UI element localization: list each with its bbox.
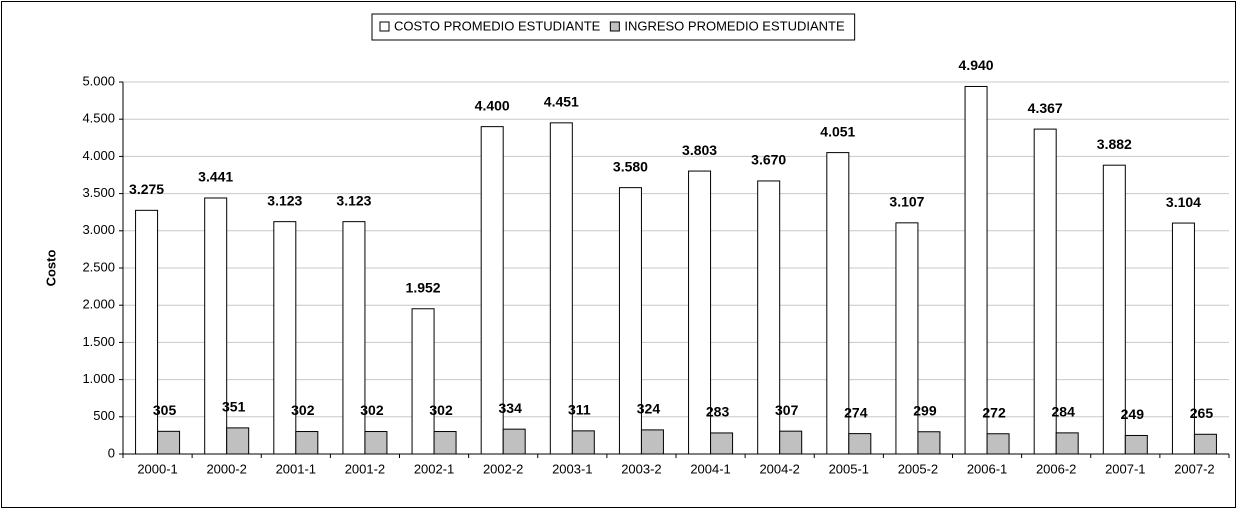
x-tick-label: 2001-2 (345, 461, 385, 476)
bar (848, 433, 872, 455)
bar (571, 430, 595, 455)
x-tick-label: 2000-1 (137, 461, 177, 476)
value-label: 4.940 (959, 57, 994, 73)
y-axis-title: Costo (43, 250, 58, 287)
bar (688, 170, 712, 455)
value-label: 302 (429, 402, 453, 418)
value-label: 284 (1052, 404, 1076, 420)
value-label: 299 (913, 402, 937, 418)
x-tick-label: 2004-2 (759, 461, 799, 476)
bar (204, 197, 228, 455)
y-tick-label: 1.500 (82, 334, 115, 349)
value-label: 3.107 (889, 194, 924, 210)
value-label: 324 (637, 401, 661, 417)
bar (1124, 434, 1148, 455)
value-label: 3.123 (336, 192, 371, 208)
x-tick-label: 2006-2 (1036, 461, 1076, 476)
x-tick-label: 2005-2 (898, 461, 938, 476)
bar (480, 126, 504, 455)
x-tick-label: 2005-1 (829, 461, 869, 476)
value-label: 3.803 (682, 142, 717, 158)
bar (1055, 432, 1079, 455)
value-label: 3.882 (1097, 136, 1132, 152)
bar (917, 431, 941, 455)
value-label: 274 (844, 404, 868, 420)
value-label: 311 (568, 402, 591, 418)
y-tick-label: 3.000 (82, 222, 115, 237)
value-label: 3.580 (613, 158, 648, 174)
x-tick-label: 2007-1 (1105, 461, 1145, 476)
x-tick-label: 2003-2 (621, 461, 661, 476)
value-label: 3.441 (198, 169, 233, 185)
bar (295, 431, 319, 455)
value-label: 3.275 (129, 181, 164, 197)
bar (157, 430, 181, 455)
legend-swatch (609, 21, 620, 32)
legend-label: INGRESO PROMEDIO ESTUDIANTE (624, 18, 845, 33)
bar (964, 85, 988, 455)
bar (1193, 433, 1217, 455)
bar (502, 428, 526, 455)
y-tick-label: 0 (108, 445, 115, 460)
y-tick-label: 5.000 (82, 73, 115, 88)
x-tick-label: 2002-1 (414, 461, 454, 476)
bar (549, 122, 573, 455)
x-tick-label: 2000-2 (206, 461, 246, 476)
value-label: 4.451 (544, 94, 579, 110)
x-tick-label: 2002-2 (483, 461, 523, 476)
value-label: 351 (222, 399, 246, 415)
bar (1171, 222, 1195, 455)
value-label: 283 (706, 404, 730, 420)
bar (779, 430, 803, 455)
y-tick-label: 1.000 (82, 371, 115, 386)
value-label: 249 (1121, 406, 1145, 422)
bar (986, 433, 1010, 455)
bar (618, 187, 642, 455)
x-tick-label: 2003-1 (552, 461, 592, 476)
x-tick-label: 2004-1 (690, 461, 730, 476)
x-tick-label: 2001-1 (276, 461, 316, 476)
bar (135, 209, 159, 455)
value-label: 4.051 (820, 123, 855, 139)
y-tick-label: 4.500 (82, 111, 115, 126)
bar (895, 222, 919, 455)
y-tick-label: 3.500 (82, 185, 115, 200)
value-label: 4.367 (1028, 100, 1063, 116)
value-label: 265 (1190, 405, 1214, 421)
value-label: 3.104 (1166, 194, 1201, 210)
bar (1102, 164, 1126, 455)
value-label: 272 (982, 404, 1006, 420)
bar (273, 221, 297, 455)
bar (411, 308, 435, 455)
value-label: 1.952 (406, 279, 441, 295)
bar (640, 429, 664, 455)
bar (433, 431, 457, 455)
bar (710, 432, 734, 455)
value-label: 302 (360, 402, 384, 418)
value-label: 334 (499, 400, 523, 416)
value-label: 302 (291, 402, 315, 418)
bar (826, 152, 850, 455)
bar (757, 180, 781, 455)
bar (364, 431, 388, 455)
x-tick-label: 2006-1 (967, 461, 1007, 476)
bar (1033, 128, 1057, 455)
legend-label: COSTO PROMEDIO ESTUDIANTE (394, 18, 601, 33)
value-label: 3.123 (267, 192, 302, 208)
value-label: 3.670 (751, 152, 786, 168)
y-tick-label: 2.500 (82, 259, 115, 274)
y-tick-label: 4.000 (82, 148, 115, 163)
legend-swatch (379, 21, 390, 32)
bar (342, 221, 366, 455)
bar (226, 427, 250, 455)
y-tick-label: 500 (93, 408, 115, 423)
value-label: 305 (153, 402, 177, 418)
value-label: 4.400 (475, 97, 510, 113)
y-tick-label: 2.000 (82, 297, 115, 312)
value-label: 307 (775, 402, 799, 418)
x-tick-label: 2007-2 (1174, 461, 1214, 476)
